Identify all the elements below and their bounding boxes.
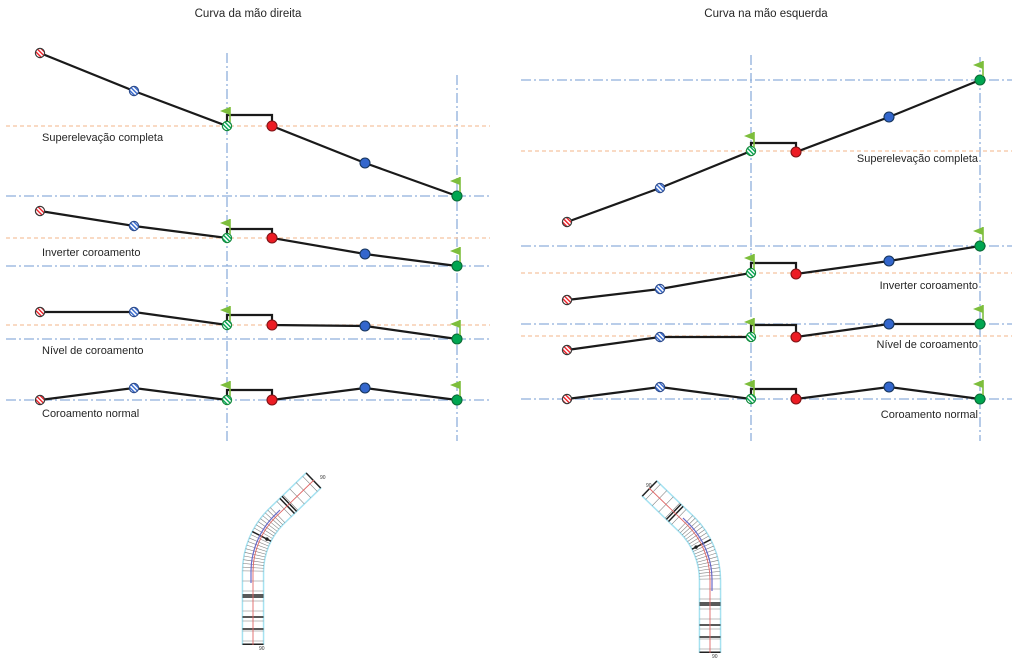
edge-of-pavement-profile-line bbox=[566, 385, 981, 401]
marker-striped-green bbox=[221, 319, 233, 331]
marker-solid-blue bbox=[883, 381, 895, 393]
curve-alignment-line bbox=[250, 509, 281, 583]
marker-solid-blue bbox=[359, 157, 371, 169]
curve-alignment-line bbox=[682, 517, 713, 591]
plan-left-hand-curve bbox=[641, 479, 722, 653]
row-label-level-crown-right-panel: Nível de coroamento bbox=[42, 345, 144, 357]
green-flag-icon bbox=[744, 318, 754, 326]
marker-striped-red bbox=[561, 393, 573, 405]
marker-solid-red bbox=[790, 331, 802, 343]
station-number-label: 90 bbox=[320, 475, 326, 481]
green-flag-icon bbox=[744, 132, 754, 140]
marker-solid-red bbox=[266, 232, 278, 244]
green-flag-icon bbox=[450, 381, 460, 389]
marker-striped-red bbox=[561, 294, 573, 306]
marker-solid-green bbox=[451, 333, 463, 345]
marker-striped-blue bbox=[128, 220, 140, 232]
green-flag-icon bbox=[450, 320, 460, 328]
marker-solid-red bbox=[266, 120, 278, 132]
marker-striped-blue bbox=[654, 331, 666, 343]
marker-solid-green bbox=[451, 394, 463, 406]
green-flag-icon bbox=[744, 254, 754, 262]
marker-solid-blue bbox=[883, 255, 895, 267]
row-label-normal-crown-left-panel: Coroamento normal bbox=[880, 409, 978, 421]
marker-solid-red bbox=[790, 146, 802, 158]
station-number-label: 90 bbox=[646, 483, 652, 489]
marker-striped-green bbox=[221, 120, 233, 132]
station-number-label: 90 bbox=[259, 646, 265, 652]
marker-solid-green bbox=[974, 318, 986, 330]
green-flag-icon bbox=[973, 305, 983, 313]
marker-solid-green bbox=[451, 190, 463, 202]
edge-of-pavement-profile-line bbox=[40, 310, 458, 341]
green-flag-icon bbox=[744, 380, 754, 388]
marker-striped-red bbox=[561, 344, 573, 356]
marker-striped-red bbox=[34, 205, 46, 217]
green-flag-icon bbox=[220, 107, 230, 115]
marker-solid-red bbox=[790, 268, 802, 280]
marker-solid-red bbox=[266, 394, 278, 406]
marker-striped-blue bbox=[128, 306, 140, 318]
marker-solid-green bbox=[974, 74, 986, 86]
edge-of-pavement-profile-line bbox=[39, 386, 458, 402]
marker-solid-green bbox=[974, 240, 986, 252]
marker-solid-blue bbox=[883, 318, 895, 330]
plan-right-hand-curve bbox=[241, 471, 322, 645]
row-label-full-superelevation-right-panel: Superelevação completa bbox=[42, 132, 164, 144]
edge-of-pavement-profile-line bbox=[39, 209, 458, 268]
marker-striped-green bbox=[745, 331, 757, 343]
marker-striped-blue bbox=[128, 382, 140, 394]
road-centerline bbox=[648, 487, 711, 653]
panel-title-left-hand-curve: Curva na mão esquerda bbox=[704, 8, 828, 20]
green-flag-icon bbox=[973, 227, 983, 235]
green-flag-icon bbox=[220, 381, 230, 389]
marker-striped-red bbox=[561, 216, 573, 228]
station-number-label: 90 bbox=[712, 654, 718, 660]
row-label-normal-crown-right-panel: Coroamento normal bbox=[42, 408, 140, 420]
marker-striped-green bbox=[221, 394, 233, 406]
marker-solid-green bbox=[451, 260, 463, 272]
panel-title-right-hand-curve: Curva da mão direita bbox=[194, 8, 302, 20]
curve-node-dot bbox=[694, 545, 698, 549]
green-flag-icon bbox=[973, 61, 983, 69]
edge-of-pavement-profile-line bbox=[566, 78, 981, 224]
green-flag-icon bbox=[973, 380, 983, 388]
edge-of-pavement-profile-line bbox=[566, 244, 981, 302]
edge-of-pavement-profile-line bbox=[566, 322, 980, 352]
marker-striped-red bbox=[34, 306, 46, 318]
marker-solid-blue bbox=[359, 248, 371, 260]
marker-striped-blue bbox=[654, 283, 666, 295]
marker-striped-red bbox=[34, 47, 46, 59]
curve-node-dot bbox=[265, 537, 269, 541]
marker-solid-blue bbox=[883, 111, 895, 123]
green-flag-icon bbox=[450, 247, 460, 255]
green-flag-icon bbox=[220, 219, 230, 227]
row-label-full-superelevation-left-panel: Superelevação completa bbox=[856, 153, 978, 165]
green-flag-icon bbox=[220, 306, 230, 314]
marker-striped-green bbox=[745, 145, 757, 157]
marker-striped-blue bbox=[128, 85, 140, 97]
green-flag-icon bbox=[450, 177, 460, 185]
row-label-reverse-crown-right-panel: Inverter coroamento bbox=[42, 247, 141, 259]
row-label-level-crown-left-panel: Nível de coroamento bbox=[876, 339, 979, 351]
marker-striped-green bbox=[221, 232, 233, 244]
marker-striped-blue bbox=[654, 182, 666, 194]
marker-striped-green bbox=[745, 267, 757, 279]
marker-solid-red bbox=[790, 393, 802, 405]
marker-solid-blue bbox=[359, 320, 371, 332]
road-centerline bbox=[252, 479, 315, 645]
edge-of-pavement-profile-line bbox=[39, 51, 458, 198]
marker-solid-blue bbox=[359, 382, 371, 394]
row-label-reverse-crown-left-panel: Inverter coroamento bbox=[879, 280, 978, 292]
marker-solid-green bbox=[974, 393, 986, 405]
marker-striped-green bbox=[745, 393, 757, 405]
marker-striped-blue bbox=[654, 381, 666, 393]
marker-solid-red bbox=[266, 319, 278, 331]
marker-striped-red bbox=[34, 394, 46, 406]
